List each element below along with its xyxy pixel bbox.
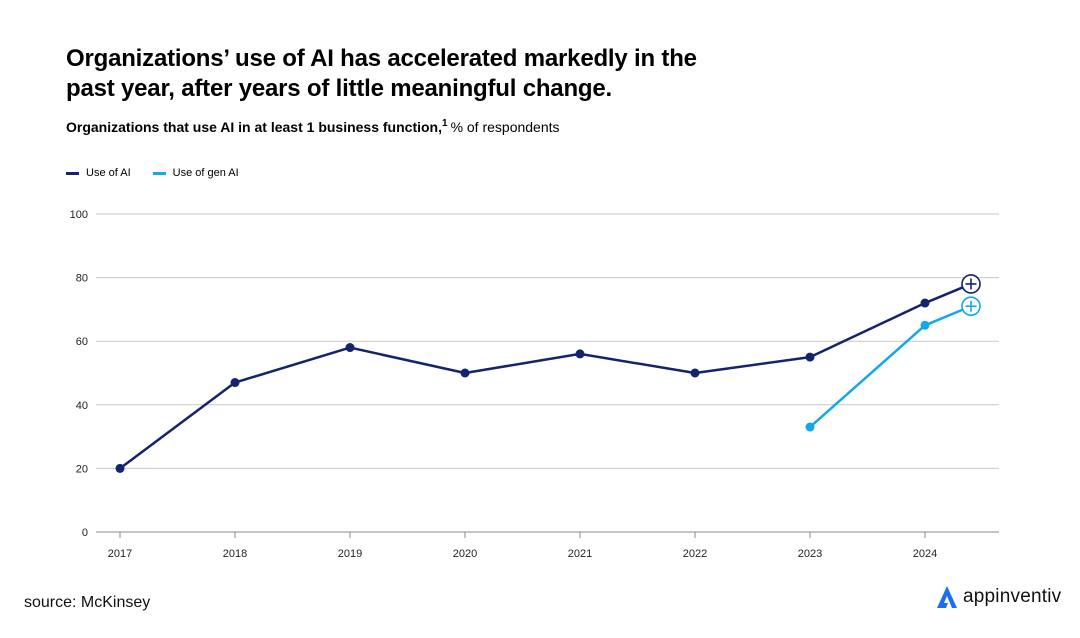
data-point (920, 320, 930, 330)
x-tick-label: 2022 (683, 548, 707, 560)
brand-mark-icon (937, 586, 957, 608)
data-point (805, 422, 815, 432)
x-tick-label: 2024 (913, 548, 937, 560)
data-point (920, 298, 930, 308)
x-tick-label: 2017 (108, 548, 132, 560)
series-line-1 (808, 304, 973, 429)
data-point (575, 349, 585, 359)
line-chart: 0 20 40 60 80 100 2017 2018 2019 2020 2021 2022 2023… (70, 209, 999, 560)
legend-label-gen-ai: Use of gen AI (172, 167, 239, 179)
series-line-0 (118, 282, 973, 470)
chart-title: Organizations’ use of AI has accelerated… (66, 45, 697, 102)
x-tick-label: 2021 (568, 548, 592, 560)
y-tick-label: 60 (76, 336, 88, 348)
legend-label-ai: Use of AI (86, 167, 131, 179)
data-point (690, 368, 700, 378)
data-point (115, 463, 125, 473)
legend-swatch-ai (66, 171, 79, 175)
y-tick-label: 100 (70, 209, 88, 221)
legend-swatch-gen-ai (152, 171, 166, 175)
x-tick-label: 2018 (223, 548, 247, 560)
brand-logo: appinventiv (934, 584, 1061, 610)
chart-subtitle: Organizations that use AI in at least 1 … (66, 118, 560, 136)
data-point (805, 352, 815, 362)
data-point (230, 378, 240, 388)
subtitle-bold: Organizations that use AI in at least 1 … (66, 119, 442, 135)
y-tick-label: 40 (76, 400, 88, 412)
subtitle-unit: % of respondents (450, 119, 560, 135)
data-point (460, 368, 470, 378)
brand-name: appinventiv (963, 586, 1062, 607)
x-tick-label: 2020 (453, 548, 477, 560)
y-tick-label: 20 (76, 463, 88, 475)
legend-item-gen-ai: Use of gen AI (152, 166, 239, 180)
data-point (345, 343, 355, 353)
source-note: source: McKinsey (24, 594, 151, 611)
chart-legend: Use of AI Use of gen AI (66, 166, 239, 180)
x-tick-label: 2019 (338, 548, 362, 560)
legend-item-ai: Use of AI (66, 166, 131, 180)
y-tick-label: 80 (76, 273, 88, 285)
x-tick-label: 2023 (798, 548, 822, 560)
subtitle-footnote-marker: 1 (442, 118, 448, 129)
y-tick-label: 0 (82, 527, 88, 539)
